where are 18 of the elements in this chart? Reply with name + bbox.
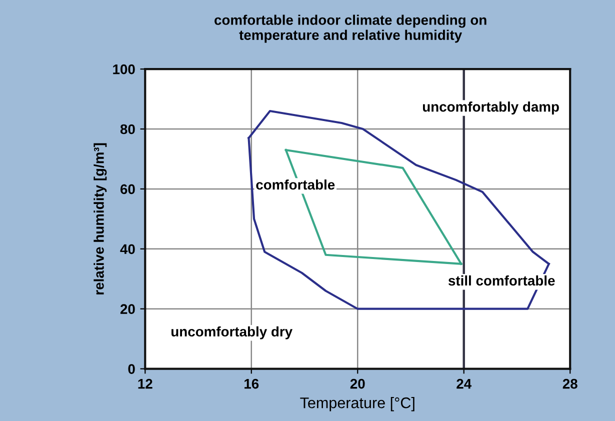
- x-tick-label: 28: [562, 378, 578, 389]
- chart-title: comfortable indoor climate depending on temperature and relative humidity: [214, 14, 486, 43]
- x-tick-label: 20: [350, 378, 365, 389]
- y-tick-label: 100: [113, 64, 135, 74]
- y-tick-label: 60: [120, 184, 135, 194]
- x-tick-label: 12: [138, 378, 152, 389]
- x-axis-title: Temperature [°C]: [300, 397, 414, 412]
- y-tick-label: 80: [120, 124, 135, 134]
- y-axis-title: relative humidity [g/m³]: [94, 143, 107, 294]
- annotation: still comfortable: [448, 275, 555, 286]
- y-tick-label: 0: [128, 364, 135, 374]
- annotation: uncomfortably dry: [172, 326, 292, 340]
- x-tick-label: 16: [244, 378, 259, 389]
- annotation: comfortable: [256, 179, 335, 190]
- y-tick-label: 40: [120, 244, 135, 254]
- x-tick-label: 24: [456, 378, 472, 389]
- annotation: uncomfortably damp: [422, 102, 559, 114]
- y-tick-label: 20: [120, 304, 135, 314]
